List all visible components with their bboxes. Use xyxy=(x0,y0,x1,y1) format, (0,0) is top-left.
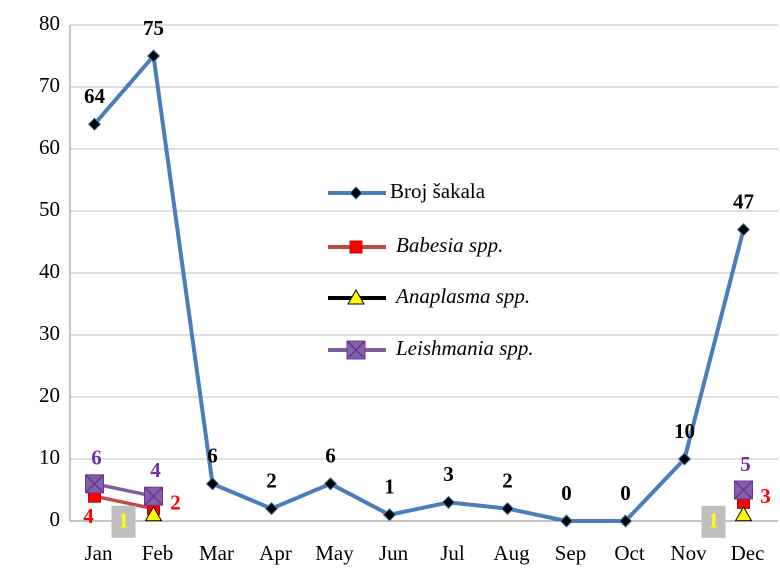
data-label: 64 xyxy=(84,84,106,108)
data-label: 3 xyxy=(760,484,771,508)
marker xyxy=(349,240,363,254)
data-label: 47 xyxy=(733,189,754,213)
y-tick-label: 10 xyxy=(39,445,60,469)
cross xyxy=(733,480,754,500)
legend-label: Broj šakala xyxy=(390,179,486,203)
marker xyxy=(559,514,574,528)
diamond xyxy=(500,501,515,516)
x-tick-label: Dec xyxy=(731,541,765,565)
marker xyxy=(500,501,515,516)
marker xyxy=(441,495,456,510)
y-tick-label: 20 xyxy=(39,383,60,407)
marker xyxy=(346,340,366,360)
diamond xyxy=(559,514,574,528)
diamond xyxy=(146,49,161,63)
legend-label: Anaplasma spp. xyxy=(394,284,530,308)
data-label: 6 xyxy=(325,444,336,468)
triangle xyxy=(347,288,365,305)
data-label: 1 xyxy=(384,475,395,499)
series-line xyxy=(95,484,744,496)
data-label: 2 xyxy=(502,468,513,492)
data-label: 1 xyxy=(118,509,129,533)
cross xyxy=(143,486,164,506)
x-tick-label: Apr xyxy=(259,541,292,565)
data-label: 3 xyxy=(443,462,454,486)
data-label: 6 xyxy=(207,444,218,468)
x-tick-label: Aug xyxy=(493,541,530,565)
x-tick-label: Oct xyxy=(614,541,644,565)
y-tick-label: 50 xyxy=(39,197,60,221)
legend-label: Leishmania spp. xyxy=(395,336,534,360)
x-tick-label: Mar xyxy=(199,541,234,565)
x-tick-label: Nov xyxy=(670,541,707,565)
x-tick-label: Sep xyxy=(555,541,587,565)
marker xyxy=(736,222,751,237)
marker xyxy=(323,477,338,491)
cross xyxy=(84,474,105,494)
marker xyxy=(382,508,397,522)
legend-label: Babesia spp. xyxy=(396,233,503,257)
marker xyxy=(733,480,754,500)
diamond xyxy=(618,514,633,528)
x-tick-label: Jun xyxy=(379,541,409,565)
marker xyxy=(84,474,105,494)
diamond xyxy=(205,477,220,491)
y-tick-label: 80 xyxy=(39,11,60,35)
data-label: 2 xyxy=(170,490,181,514)
cross xyxy=(346,340,366,360)
data-label: 5 xyxy=(740,452,751,476)
diamond xyxy=(736,222,751,237)
data-label: 4 xyxy=(83,504,94,528)
diamond xyxy=(349,186,363,200)
series-line xyxy=(92,54,746,523)
marker xyxy=(264,501,279,516)
x-tick-label: Jan xyxy=(85,541,113,565)
x-tick-label: May xyxy=(315,541,354,565)
data-label: 10 xyxy=(674,419,695,443)
diamond xyxy=(677,452,692,466)
marker xyxy=(146,49,161,63)
diamond xyxy=(264,501,279,516)
marker xyxy=(347,288,365,305)
y-tick-label: 70 xyxy=(39,73,60,97)
marker xyxy=(205,477,220,491)
data-label: 6 xyxy=(91,446,102,470)
y-tick-label: 40 xyxy=(39,259,60,283)
x-tick-label: Jul xyxy=(440,541,465,565)
marker xyxy=(734,505,753,522)
marker xyxy=(677,452,692,466)
data-label: 0 xyxy=(620,481,631,505)
y-tick-label: 0 xyxy=(50,507,61,531)
square xyxy=(349,240,363,254)
label-box xyxy=(111,505,136,538)
marker xyxy=(144,505,163,522)
triangle xyxy=(144,505,163,522)
x-tick-label: Feb xyxy=(142,541,174,565)
data-label: 2 xyxy=(266,468,277,492)
marker xyxy=(143,486,164,506)
diamond xyxy=(441,495,456,510)
data-label: 75 xyxy=(143,16,164,40)
label-box xyxy=(701,505,726,538)
data-label: 4 xyxy=(150,458,161,482)
marker xyxy=(618,514,633,528)
marker xyxy=(349,186,363,200)
y-tick-label: 60 xyxy=(39,135,60,159)
data-label: 0 xyxy=(561,481,572,505)
diamond xyxy=(87,117,102,131)
triangle xyxy=(734,505,753,522)
diamond xyxy=(323,477,338,491)
data-label: 1 xyxy=(708,509,719,533)
y-tick-label: 30 xyxy=(39,321,60,345)
diamond xyxy=(382,508,397,522)
marker xyxy=(87,117,102,131)
